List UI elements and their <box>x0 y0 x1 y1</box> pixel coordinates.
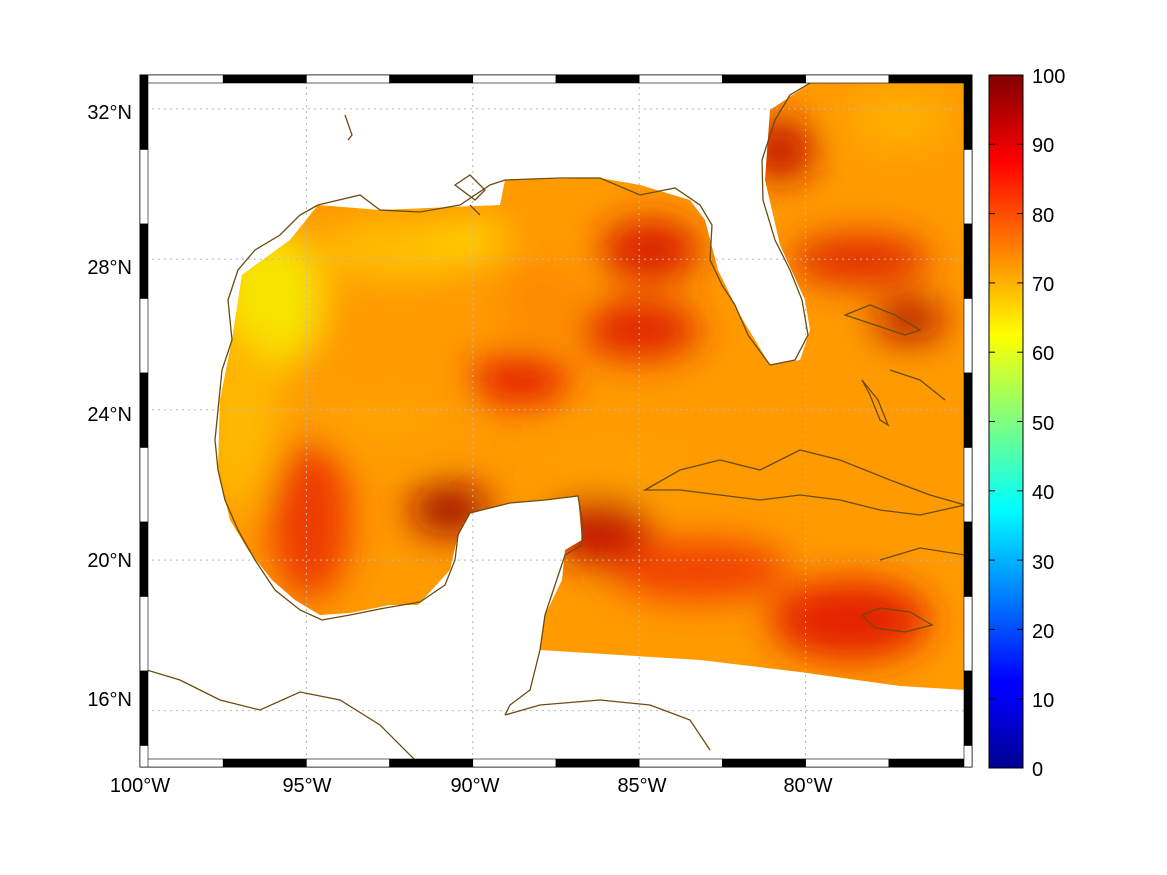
colorbar-label-60: 60 <box>1032 343 1054 365</box>
frame-segment-top <box>472 74 557 84</box>
frame-segment-top <box>222 74 307 84</box>
frame-segment-left <box>139 223 149 299</box>
lon-label-80: 80°W <box>783 775 832 797</box>
bahamas-coast <box>843 304 946 427</box>
frame-segment-top <box>306 74 390 84</box>
frame-segment-left <box>139 521 149 597</box>
frame-segment-top <box>722 74 806 84</box>
frame-segment-left <box>139 149 149 225</box>
frame-segment-top <box>888 74 973 84</box>
lat-label-20: 20°N <box>87 550 132 572</box>
frame-segment-right <box>963 149 973 225</box>
lat-label-28: 28°N <box>87 257 132 279</box>
frame-segment-top <box>638 74 723 84</box>
lat-label-24: 24°N <box>87 404 132 426</box>
colorbar-label-0: 0 <box>1032 759 1043 781</box>
lon-label-90: 90°W <box>450 775 499 797</box>
frame-segment-left <box>139 298 149 374</box>
frame-segment-bottom <box>555 758 640 768</box>
coastlines <box>140 79 966 766</box>
colorbar-label-40: 40 <box>1032 482 1054 504</box>
latitude-labels: 32°N 28°N 24°N 20°N 16°N <box>87 102 132 711</box>
frame-segment-bottom <box>222 758 307 768</box>
frame-segment-left <box>139 745 149 768</box>
frame-segment-right <box>963 521 973 597</box>
frame-segment-right <box>963 74 973 150</box>
frame-segment-top <box>555 74 640 84</box>
frame-segment-bottom <box>638 758 723 768</box>
frame-segment-bottom <box>306 758 390 768</box>
lat-label-16: 16°N <box>87 689 132 711</box>
lon-label-100: 100°W <box>110 775 170 797</box>
frame-segment-bottom <box>472 758 557 768</box>
frame-segment-bottom <box>888 758 973 768</box>
colorbar-label-80: 80 <box>1032 205 1054 227</box>
frame-segment-top <box>389 74 474 84</box>
colorbar-label-70: 70 <box>1032 274 1054 296</box>
hispaniola-coast <box>879 547 966 561</box>
frame-segment-left <box>139 447 149 523</box>
frame-segment-top <box>805 74 890 84</box>
frame-segment-bottom <box>389 758 474 768</box>
frame-segment-bottom <box>722 758 806 768</box>
frame-segment-right <box>963 670 973 746</box>
lon-label-95: 95°W <box>282 775 331 797</box>
colorbar-labels: 0 10 20 30 40 50 60 70 80 90 100 <box>1032 66 1065 781</box>
frame-segment-right <box>963 745 973 768</box>
texas-mexico-coast <box>214 204 471 621</box>
frame-segment-right <box>963 298 973 374</box>
frame-segment-left <box>139 74 149 150</box>
pacific-coast <box>140 667 421 766</box>
yucatan-coast <box>469 495 583 716</box>
frame-segment-right <box>963 223 973 299</box>
frame-segment-left <box>139 596 149 672</box>
longitude-labels: 100°W 95°W 90°W 85°W 80°W <box>110 775 833 797</box>
colorbar-label-90: 90 <box>1032 135 1054 157</box>
jamaica-coast <box>860 607 934 633</box>
grid-lines <box>140 75 972 767</box>
lat-label-32: 32°N <box>87 102 132 124</box>
colorbar-label-20: 20 <box>1032 621 1054 643</box>
frame-segment-bottom <box>139 758 224 768</box>
colorbar-label-10: 10 <box>1032 690 1054 712</box>
frame-segment-left <box>139 670 149 746</box>
us-gulf-coast <box>317 177 771 366</box>
colorbar-ticks <box>989 74 1023 769</box>
colorbar-label-100: 100 <box>1032 66 1065 88</box>
central-america-coast <box>504 699 711 751</box>
louisiana-islands <box>344 114 486 216</box>
sst-field <box>218 80 965 690</box>
frame-segment-bottom <box>805 758 890 768</box>
colorbar-label-50: 50 <box>1032 413 1054 435</box>
frame-segment-right <box>963 596 973 672</box>
colorbar: 0 10 20 30 40 50 60 70 80 90 100 <box>988 66 1065 781</box>
frame-segment-right <box>963 447 973 523</box>
frame-segment-left <box>139 372 149 448</box>
map-frame <box>139 74 973 768</box>
lon-label-85: 85°W <box>617 775 666 797</box>
florida-coast <box>761 79 816 366</box>
colorbar-label-30: 30 <box>1032 552 1054 574</box>
frame-segment-top <box>139 74 224 84</box>
frame-segment-right <box>963 372 973 448</box>
